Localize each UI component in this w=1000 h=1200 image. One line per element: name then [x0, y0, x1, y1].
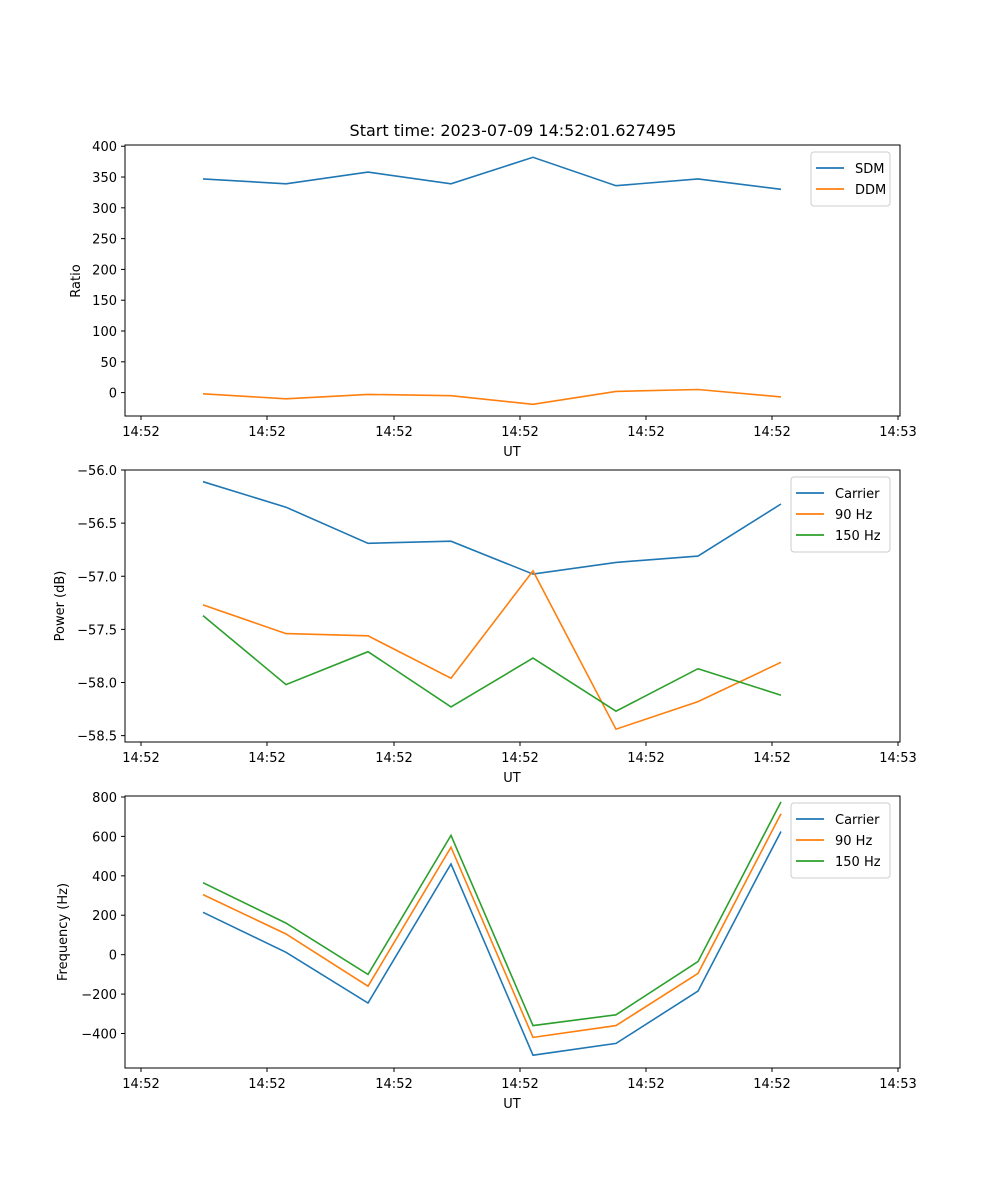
legend-label: Carrier: [835, 813, 880, 828]
x-tick-label: 14:52: [627, 1077, 664, 1092]
y-tick-label: 400: [92, 140, 117, 155]
y-tick-label: 50: [100, 356, 117, 371]
legend-label: 90 Hz: [835, 508, 872, 523]
legend-label: 90 Hz: [835, 834, 872, 849]
x-axis-label: UT: [503, 771, 521, 786]
y-tick-label: −200: [81, 988, 117, 1003]
y-tick-label: 600: [92, 830, 117, 845]
legend-label: DDM: [855, 183, 886, 198]
legend-box: [790, 476, 891, 553]
x-ticks: 14:52 14:52 14:52 14:52 14:52 14:52 14:53: [122, 1068, 917, 1092]
series-line-carrier: [202, 480, 782, 575]
x-tick-label: 14:52: [627, 751, 664, 766]
x-tick-label: 14:52: [248, 1077, 285, 1092]
series-line-150-hz: [202, 801, 782, 1027]
x-tick-label: 14:52: [248, 425, 285, 440]
y-tick-label: 400: [92, 870, 117, 885]
y-tick-label: −400: [81, 1028, 117, 1043]
series-line-90-hz: [202, 569, 782, 731]
x-tick-label: 14:52: [627, 425, 664, 440]
x-ticks: 14:52 14:52 14:52 14:52 14:52 14:52 14:53: [122, 742, 917, 766]
x-tick-label: 14:52: [501, 751, 538, 766]
y-tick-label: −57.0: [77, 570, 117, 585]
legend-box: [810, 151, 891, 207]
y-tick-label: 100: [92, 325, 117, 340]
y-tick-label: 0: [109, 387, 117, 402]
legend-label: Carrier: [835, 487, 880, 502]
x-axis-label: UT: [503, 445, 521, 460]
series-lines: [202, 480, 782, 731]
x-tick-label: 14:52: [501, 425, 538, 440]
y-tick-label: −56.5: [77, 517, 117, 532]
legend-label: 150 Hz: [835, 855, 881, 870]
y-tick-label: −58.5: [77, 730, 117, 745]
x-tick-label: 14:52: [375, 425, 412, 440]
x-tick-label: 14:52: [501, 1077, 538, 1092]
x-tick-label: 14:53: [879, 751, 916, 766]
chart-panel-frequency: Frequency (Hz) UT 14:52 14:52 14:52 14:52 14…: [56, 791, 917, 1112]
x-tick-label: 14:53: [879, 1077, 916, 1092]
series-lines: [202, 156, 782, 406]
y-tick-label: −58.0: [77, 677, 117, 692]
plot-frame: [124, 144, 901, 417]
y-tick-label: −56.0: [77, 464, 117, 479]
y-ticks: −56.0 −56.5 −57.0 −57.5 −58.0 −58.5: [77, 464, 125, 745]
x-tick-label: 14:52: [753, 425, 790, 440]
y-tick-label: 200: [92, 263, 117, 278]
y-tick-label: 350: [92, 171, 117, 186]
series-line-90-hz: [202, 813, 782, 1039]
y-tick-label: 200: [92, 909, 117, 924]
legend-label: SDM: [855, 162, 884, 177]
x-tick-label: 14:52: [248, 751, 285, 766]
x-tick-label: 14:52: [122, 751, 159, 766]
plot-frame: [124, 469, 901, 743]
legend: Carrier 90 Hz 150 Hz: [790, 802, 891, 879]
x-ticks: 14:52 14:52 14:52 14:52 14:52 14:52 14:53: [122, 416, 917, 440]
chart-title: Start time: 2023-07-09 14:52:01.627495: [350, 121, 677, 140]
y-tick-label: 250: [92, 233, 117, 248]
series-lines: [202, 801, 782, 1057]
x-axis-label: UT: [503, 1097, 521, 1112]
y-axis-label: Ratio: [69, 264, 84, 297]
y-axis-label: Frequency (Hz): [56, 883, 71, 981]
x-tick-label: 14:52: [122, 425, 159, 440]
x-tick-label: 14:52: [753, 1077, 790, 1092]
x-tick-label: 14:52: [375, 751, 412, 766]
x-tick-label: 14:52: [122, 1077, 159, 1092]
y-tick-label: 0: [109, 949, 117, 964]
series-line-carrier: [202, 831, 782, 1057]
y-tick-label: 150: [92, 294, 117, 309]
y-tick-label: 800: [92, 791, 117, 806]
plot-frame: [124, 795, 901, 1069]
chart-panel-power: Power (dB) UT 14:52 14:52 14:52 14:52 14:52 1…: [53, 464, 917, 786]
x-tick-label: 14:52: [753, 751, 790, 766]
x-tick-label: 14:52: [375, 1077, 412, 1092]
legend-box: [790, 802, 891, 879]
series-line-150-hz: [202, 614, 782, 713]
chart-panel-ratio: Start time: 2023-07-09 14:52:01.627495 R…: [69, 121, 917, 460]
series-line-sdm: [202, 156, 782, 191]
legend: SDM DDM: [810, 151, 891, 207]
y-axis-label: Power (dB): [53, 571, 68, 642]
y-ticks: 800 600 400 200 0 −200 −400: [81, 791, 125, 1043]
y-ticks: 0 50 100 150 200 250 300 350 400: [92, 140, 125, 402]
legend: Carrier 90 Hz 150 Hz: [790, 476, 891, 553]
y-tick-label: −57.5: [77, 623, 117, 638]
x-tick-label: 14:53: [879, 425, 916, 440]
legend-label: 150 Hz: [835, 529, 881, 544]
series-line-ddm: [202, 388, 782, 406]
y-tick-label: 300: [92, 202, 117, 217]
